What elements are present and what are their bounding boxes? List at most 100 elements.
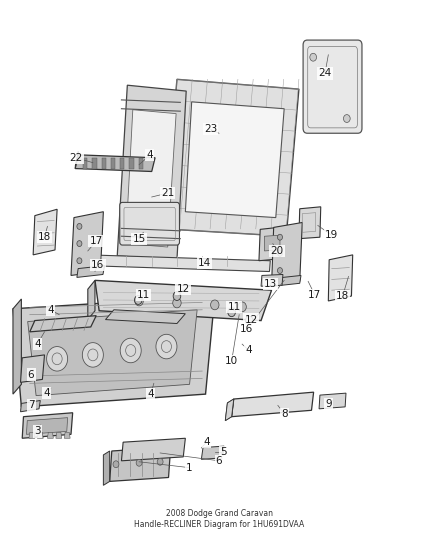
Text: 11: 11 [137,290,150,300]
Text: 22: 22 [69,153,83,163]
Polygon shape [13,299,21,394]
Polygon shape [111,158,115,168]
Circle shape [46,346,67,371]
Text: 6: 6 [215,456,223,466]
Text: 15: 15 [132,233,146,244]
Polygon shape [121,438,185,461]
Polygon shape [117,85,186,260]
Polygon shape [37,432,43,438]
Text: 5: 5 [220,447,226,457]
Polygon shape [102,158,106,168]
Polygon shape [201,446,224,459]
Circle shape [211,300,219,310]
Text: 13: 13 [264,279,277,289]
Circle shape [77,258,82,264]
Text: 4: 4 [34,339,41,349]
Circle shape [277,251,283,256]
Polygon shape [21,400,40,412]
Polygon shape [126,110,176,247]
FancyBboxPatch shape [120,203,180,245]
Text: 16: 16 [240,325,253,334]
Polygon shape [71,212,103,276]
Polygon shape [225,399,234,421]
Text: 20: 20 [270,246,283,256]
Polygon shape [56,432,62,438]
Polygon shape [95,280,272,320]
Text: 4: 4 [146,150,153,160]
Circle shape [228,308,235,317]
Text: 4: 4 [245,345,252,355]
Circle shape [135,296,143,306]
Polygon shape [259,227,287,261]
Circle shape [77,223,82,229]
Text: 4: 4 [203,437,210,447]
Polygon shape [26,418,67,434]
Polygon shape [261,274,283,286]
Polygon shape [75,155,155,172]
Polygon shape [164,79,299,236]
Text: 24: 24 [318,68,332,78]
Text: 18: 18 [336,291,349,301]
Text: 11: 11 [227,302,241,312]
Circle shape [310,53,317,61]
Polygon shape [232,392,314,417]
Circle shape [157,458,163,465]
Circle shape [82,343,103,367]
Polygon shape [88,280,95,320]
Text: 3: 3 [34,426,41,437]
Polygon shape [77,265,105,277]
Polygon shape [30,316,96,332]
Circle shape [277,268,283,273]
Polygon shape [47,432,53,438]
Polygon shape [185,102,284,217]
Text: 9: 9 [325,399,332,409]
Circle shape [245,316,253,325]
Text: 12: 12 [177,284,190,294]
Polygon shape [75,152,78,168]
Polygon shape [225,399,234,421]
Polygon shape [88,255,270,271]
Polygon shape [110,447,171,481]
Polygon shape [22,413,73,438]
Polygon shape [272,222,302,285]
Circle shape [113,461,119,467]
Text: 16: 16 [91,260,105,270]
Polygon shape [83,158,88,168]
Text: 7: 7 [28,400,34,410]
Circle shape [156,334,177,359]
Polygon shape [130,158,134,168]
Polygon shape [273,276,301,286]
Polygon shape [29,432,35,438]
Text: 19: 19 [325,230,338,240]
Text: 23: 23 [204,124,217,134]
Text: 4: 4 [47,305,54,315]
Text: 18: 18 [38,232,51,242]
Circle shape [136,459,142,466]
Circle shape [120,338,141,363]
Circle shape [173,298,181,308]
Polygon shape [28,310,197,395]
Text: 10: 10 [225,356,238,366]
Polygon shape [265,235,280,251]
Polygon shape [103,451,110,486]
Text: 6: 6 [28,369,34,379]
Polygon shape [13,296,215,407]
Polygon shape [139,158,143,168]
Text: 17: 17 [90,236,103,246]
Text: 4: 4 [148,389,154,399]
Circle shape [238,302,246,312]
Polygon shape [299,207,321,239]
Polygon shape [120,158,124,168]
Text: 1: 1 [186,463,193,473]
Polygon shape [106,310,185,324]
Circle shape [134,296,142,304]
Polygon shape [33,209,57,255]
Polygon shape [319,393,346,409]
Text: 17: 17 [308,290,321,300]
Text: 21: 21 [161,188,174,198]
Polygon shape [64,432,70,438]
Text: 12: 12 [244,314,258,325]
Polygon shape [21,355,45,382]
Circle shape [343,115,350,123]
Circle shape [173,292,181,301]
